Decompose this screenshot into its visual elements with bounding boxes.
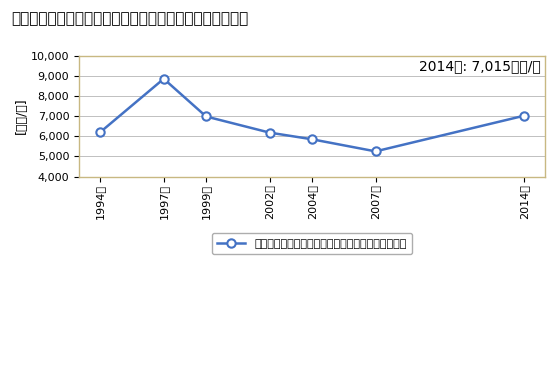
Line: 飲食料品卸売業の従業者一人当たり年間商品販売額: 飲食料品卸売業の従業者一人当たり年間商品販売額 bbox=[96, 75, 528, 156]
飲食料品卸売業の従業者一人当たり年間商品販売額 bbox=[520, 113, 527, 118]
飲食料品卸売業の従業者一人当たり年間商品販売額 bbox=[372, 149, 379, 154]
飲食料品卸売業の従業者一人当たり年間商品販売額 bbox=[309, 137, 315, 142]
飲食料品卸売業の従業者一人当たり年間商品販売額 bbox=[97, 130, 104, 134]
飲食料品卸売業の従業者一人当たり年間商品販売額 bbox=[266, 130, 273, 135]
飲食料品卸売業の従業者一人当たり年間商品販売額 bbox=[160, 76, 167, 81]
Text: 2014年: 7,015万円/人: 2014年: 7,015万円/人 bbox=[418, 59, 540, 73]
Y-axis label: [万円/人]: [万円/人] bbox=[15, 98, 28, 134]
Text: 飲食料品卸売業の従業者一人当たり年間商品販売額の推移: 飲食料品卸売業の従業者一人当たり年間商品販売額の推移 bbox=[11, 11, 249, 26]
飲食料品卸売業の従業者一人当たり年間商品販売額 bbox=[203, 114, 209, 119]
Legend: 飲食料品卸売業の従業者一人当たり年間商品販売額: 飲食料品卸売業の従業者一人当たり年間商品販売額 bbox=[212, 233, 412, 254]
